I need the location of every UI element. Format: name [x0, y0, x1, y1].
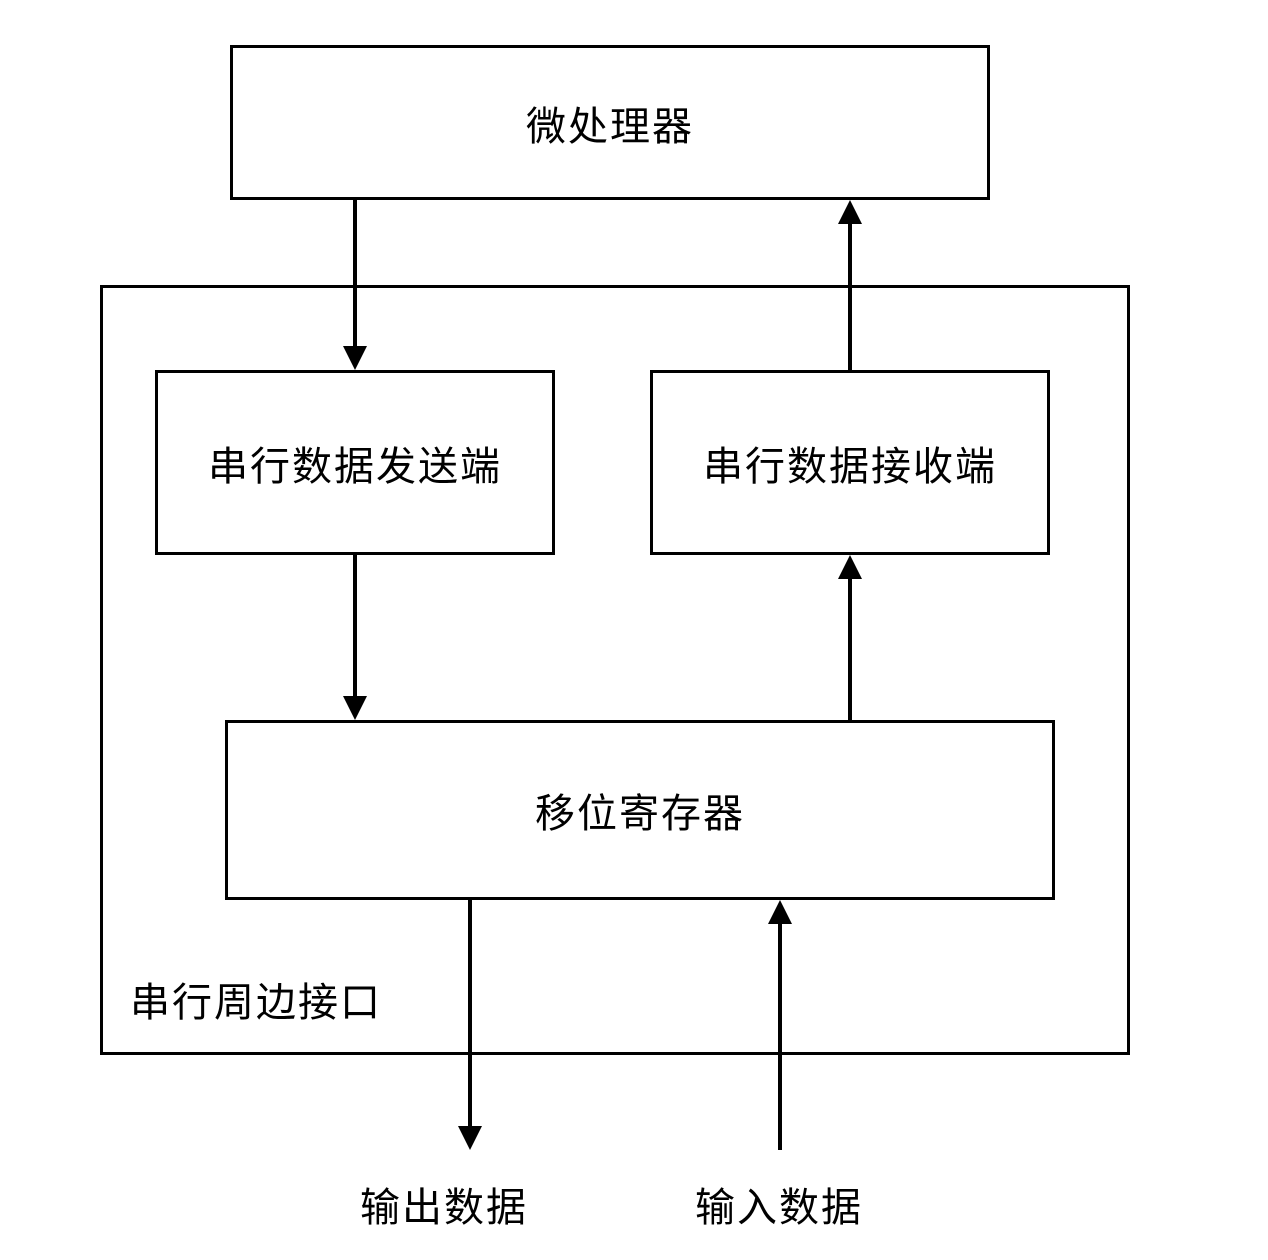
shift-register-box: 移位寄存器: [225, 720, 1055, 900]
arrow-input-to-shiftreg: [778, 924, 782, 1150]
arrow-head-input-to-shiftreg: [768, 900, 792, 924]
cpu-box: 微处理器: [230, 45, 990, 200]
arrow-head-shiftreg-to-output: [458, 1126, 482, 1150]
arrow-tx-to-shiftreg: [353, 555, 357, 696]
spi-container-label: 串行周边接口: [130, 970, 382, 1028]
rx-label: 串行数据接收端: [703, 434, 997, 492]
input-data-label: 输入数据: [695, 1175, 863, 1233]
arrow-head-tx-to-shiftreg: [343, 696, 367, 720]
shift-register-label: 移位寄存器: [535, 781, 745, 839]
cpu-label: 微处理器: [526, 94, 694, 152]
rx-box: 串行数据接收端: [650, 370, 1050, 555]
tx-label: 串行数据发送端: [208, 434, 502, 492]
output-data-label: 输出数据: [360, 1175, 528, 1233]
arrow-shiftreg-to-rx: [848, 579, 852, 720]
arrow-head-rx-to-cpu: [838, 200, 862, 224]
arrow-head-shiftreg-to-rx: [838, 555, 862, 579]
arrow-shiftreg-to-output: [468, 900, 472, 1126]
block-diagram: 微处理器 串行数据发送端 串行数据接收端 移位寄存器 串行周边接口 输出数据 输…: [0, 0, 1268, 1260]
tx-box: 串行数据发送端: [155, 370, 555, 555]
